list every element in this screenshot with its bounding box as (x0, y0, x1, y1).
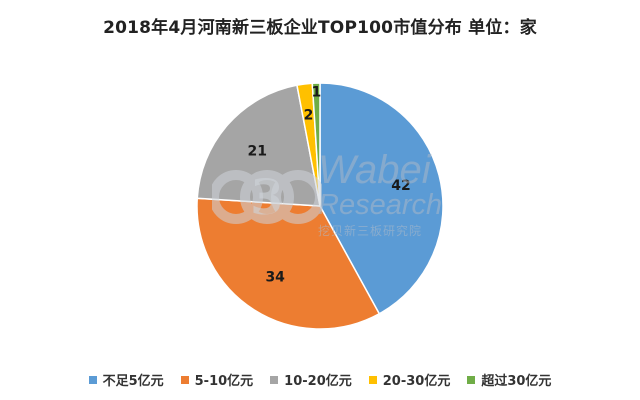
legend-swatch (88, 375, 97, 384)
slice-value-label: 34 (265, 270, 285, 286)
legend-label: 10-20亿元 (284, 374, 352, 389)
chart-title: 2018年4月河南新三板企业TOP100市值分布 单位：家 (103, 18, 537, 38)
slice-value-label: 1 (312, 85, 322, 101)
legend-swatch (467, 375, 476, 384)
wabei-logo-watermark: 3 (212, 170, 322, 226)
legend-item: 20-30亿元 (368, 370, 451, 389)
legend-label: 不足5亿元 (102, 374, 164, 389)
legend-item: 超过30亿元 (467, 370, 551, 389)
legend-swatch (180, 375, 189, 384)
pie-slices (196, 82, 444, 330)
slice-value-label: 21 (248, 144, 267, 160)
legend-label: 20-30亿元 (382, 374, 451, 389)
svg-text:3: 3 (250, 170, 283, 226)
legend-item: 5-10亿元 (180, 370, 254, 389)
pie-slice (319, 82, 444, 315)
legend-item: 不足5亿元 (88, 370, 164, 389)
legend-label: 超过30亿元 (481, 374, 552, 389)
slice-value-label: 42 (391, 178, 410, 194)
chart-legend: 不足5亿元 5-10亿元 10-20亿元 20-30亿元 超过30亿元 (0, 370, 640, 389)
wabei-research-watermark: Wabei Research 挖贝新三板研究院 (318, 150, 478, 246)
pie-slice (311, 82, 321, 207)
slice-value-label: 2 (304, 107, 314, 123)
watermark-tagline: 挖贝新三板研究院 (318, 224, 423, 238)
legend-swatch (270, 375, 279, 384)
watermark-brand: Wabei (318, 148, 431, 192)
legend-swatch (368, 375, 377, 384)
legend-item: 10-20亿元 (270, 370, 352, 389)
legend-label: 5-10亿元 (194, 374, 254, 389)
pie-slice (196, 197, 381, 330)
watermark-subtitle: Research (318, 189, 443, 221)
